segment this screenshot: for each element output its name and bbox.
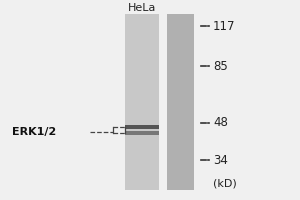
Text: 48: 48 (213, 116, 228, 130)
Text: 85: 85 (213, 60, 228, 72)
Bar (124, 125, 159, 129)
Bar (124, 131, 159, 135)
Text: 117: 117 (213, 20, 236, 32)
Bar (167, 14, 194, 190)
Text: 34: 34 (213, 154, 228, 166)
Text: HeLa: HeLa (128, 3, 156, 13)
Text: ERK1/2: ERK1/2 (12, 127, 56, 137)
Bar (124, 14, 159, 190)
Text: (kD): (kD) (213, 179, 237, 189)
